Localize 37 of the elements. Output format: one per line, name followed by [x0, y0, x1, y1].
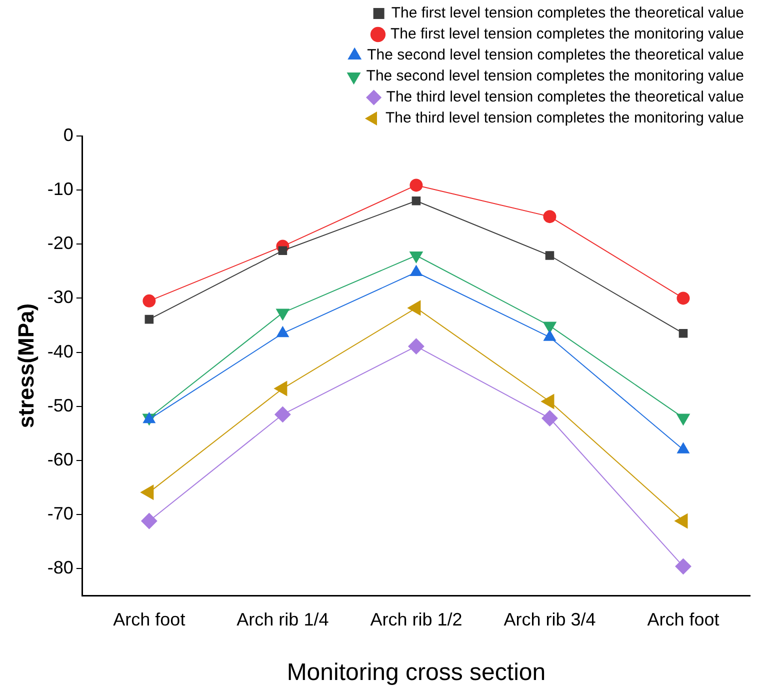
y-tick-label: -20: [47, 233, 74, 254]
point: [274, 406, 291, 422]
legend-label: The second level tension completes the monitoring value: [366, 68, 744, 85]
y-tick-label: -80: [47, 558, 74, 578]
x-tick-label: Arch rib 3/4: [504, 609, 596, 630]
y-axis-title: stress(MPa): [13, 303, 38, 428]
legend-label: The second level tension completes the theoretical value: [367, 46, 744, 64]
point: [410, 178, 423, 192]
legend-label: The third level tension completes the theoretical value: [386, 88, 744, 106]
y-tick-label: -70: [47, 503, 74, 524]
x-tick-label: Arch foot: [647, 609, 720, 630]
point: [543, 210, 556, 224]
point: [676, 292, 690, 305]
point: [408, 338, 424, 354]
point: [412, 196, 421, 206]
y-tick-label: -50: [47, 395, 74, 416]
x-axis-title: Monitoring cross section: [286, 659, 546, 686]
legend-label: The first level tension completes the theoretical value: [391, 4, 744, 22]
y-tick-label: -10: [47, 179, 74, 200]
point: [678, 328, 688, 338]
point: [144, 314, 154, 324]
point: [545, 251, 554, 260]
x-tick-label: Arch foot: [113, 609, 186, 630]
legend-label: The first level tension completes the monitoring value: [390, 26, 744, 43]
point: [142, 294, 156, 308]
point: [141, 512, 158, 529]
point: [675, 558, 692, 574]
x-tick-label: Arch rib 1/4: [236, 609, 329, 630]
point: [542, 410, 558, 426]
y-tick-label: -40: [47, 341, 74, 362]
x-tick-label: Arch rib 1/2: [370, 609, 462, 630]
y-tick-label: -60: [47, 449, 74, 470]
point: [410, 251, 423, 263]
y-tick-label: -30: [47, 287, 74, 308]
y-tick-label: 0: [63, 124, 74, 145]
legend-label: The third level tension completes the monitoring value: [385, 110, 744, 127]
point: [278, 246, 288, 256]
